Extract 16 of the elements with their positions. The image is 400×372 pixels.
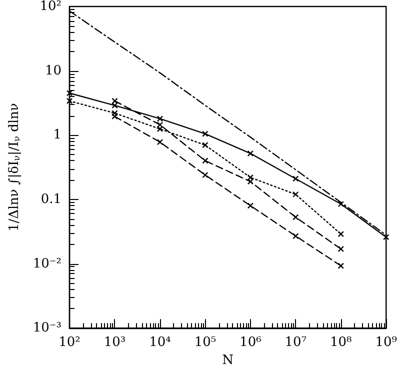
x-tick-label: 10⁸ <box>330 335 352 350</box>
x-tick-label: 10⁶ <box>240 335 262 350</box>
x-tick-label: 10⁹ <box>375 335 398 350</box>
y-tick-label: 10⁻² <box>32 256 62 272</box>
y-tick-label: 1 <box>53 128 62 143</box>
y-tick-label: 10⁻³ <box>32 320 62 336</box>
x-tick-label: 10⁴ <box>149 335 171 350</box>
y-tick-label: 10 <box>44 63 62 78</box>
x-tick-label: 10⁷ <box>284 335 307 350</box>
x-tick-label: 10² <box>58 335 80 350</box>
x-axis-title: N <box>222 353 234 368</box>
x-tick-label: 10⁵ <box>194 335 216 350</box>
y-axis-title: 1/Δlnν ∫|δIν|/Iν dlnν <box>7 102 22 232</box>
x-tick-label: 10³ <box>104 335 126 350</box>
y-tick-label: 10² <box>40 0 62 14</box>
y-tick-label: 0.1 <box>40 192 62 207</box>
